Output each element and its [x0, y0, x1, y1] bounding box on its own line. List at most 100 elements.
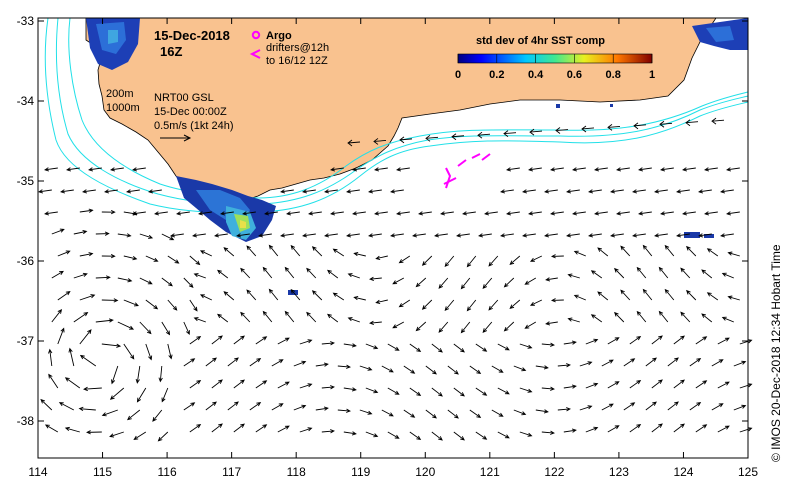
current-arrow	[509, 255, 521, 265]
current-arrow	[271, 359, 284, 367]
current-arrow	[462, 211, 476, 216]
y-tick-label: -38	[17, 414, 35, 428]
current-arrow	[695, 336, 708, 345]
current-arrow	[409, 431, 422, 441]
current-arrow	[78, 406, 96, 412]
current-arrow	[132, 211, 146, 216]
current-arrow	[475, 387, 488, 396]
current-arrow	[390, 233, 404, 238]
y-tick-label: -37	[17, 334, 35, 348]
current-arrow	[654, 233, 668, 238]
current-arrow	[315, 362, 329, 367]
current-arrow	[500, 233, 514, 238]
current-arrow	[572, 167, 586, 172]
current-arrow	[739, 339, 753, 345]
current-arrow	[434, 233, 448, 238]
current-arrow	[739, 383, 753, 389]
current-arrow	[343, 387, 357, 392]
current-arrow	[721, 316, 734, 323]
current-arrow	[199, 294, 213, 301]
x-tick-label: 121	[480, 465, 500, 479]
current-arrow	[682, 167, 696, 172]
drifter-symbol	[249, 49, 261, 59]
current-arrow	[104, 189, 118, 194]
current-arrow	[415, 277, 427, 288]
current-arrow	[44, 211, 58, 216]
current-arrow	[706, 292, 719, 301]
current-arrow	[444, 299, 455, 312]
current-arrow	[233, 423, 245, 433]
current-arrow	[240, 267, 251, 279]
current-arrow	[73, 311, 89, 323]
contour-1000m	[55, 17, 749, 206]
current-arrow	[38, 189, 52, 194]
current-arrow	[176, 211, 190, 216]
current-arrow	[82, 189, 96, 194]
current-arrow	[638, 211, 652, 216]
current-arrow	[101, 254, 116, 259]
current-arrow	[189, 423, 202, 433]
current-arrow	[374, 167, 388, 172]
current-arrow	[573, 250, 586, 257]
current-arrow	[726, 211, 740, 216]
current-arrow	[550, 298, 564, 303]
current-arrow	[503, 130, 517, 137]
current-arrow	[438, 321, 449, 333]
current-arrow	[110, 167, 124, 172]
current-arrow	[66, 167, 80, 172]
current-arrow	[685, 119, 699, 127]
current-arrow	[365, 387, 379, 394]
current-arrow	[315, 406, 329, 411]
x-tick-label: 122	[544, 465, 564, 479]
current-arrow	[585, 426, 599, 433]
current-arrow	[284, 266, 295, 279]
current-arrow	[660, 167, 674, 172]
current-arrow	[636, 310, 647, 323]
current-arrow	[220, 211, 234, 216]
sst-patches	[86, 18, 748, 295]
current-arrow	[311, 246, 323, 257]
current-arrow	[680, 311, 691, 323]
current-arrow	[293, 360, 307, 367]
current-arrow	[519, 387, 533, 393]
current-arrow	[302, 233, 316, 238]
current-arrow	[497, 431, 510, 439]
current-arrow	[425, 409, 437, 419]
current-arrow	[359, 365, 373, 371]
current-arrow	[726, 167, 740, 172]
colorbar	[457, 53, 653, 64]
current-arrow	[193, 273, 206, 279]
current-arrow	[88, 167, 102, 172]
current-arrow	[324, 189, 338, 194]
colorbar-tick-label: 0.2	[489, 69, 504, 81]
current-arrow	[581, 125, 595, 133]
current-arrow	[373, 138, 387, 145]
current-arrow	[475, 343, 488, 352]
current-arrow	[48, 373, 59, 389]
current-arrow	[567, 317, 580, 323]
current-arrow	[79, 252, 94, 257]
current-arrow	[199, 250, 213, 257]
current-arrow	[299, 383, 313, 389]
current-arrow	[343, 343, 357, 348]
current-arrow	[431, 343, 443, 353]
current-arrow	[132, 167, 146, 172]
current-arrow	[135, 365, 141, 384]
vector-scale-arrow	[160, 134, 192, 142]
current-arrow	[409, 387, 422, 397]
current-arrow	[183, 321, 190, 336]
current-arrow	[330, 211, 344, 216]
current-arrow	[73, 229, 88, 235]
current-arrow	[431, 431, 443, 441]
colorbar-tick-label: 0.4	[528, 69, 544, 81]
current-arrow	[246, 245, 257, 257]
current-arrow	[139, 321, 152, 335]
current-arrow	[353, 252, 366, 257]
current-arrow	[79, 354, 97, 367]
current-arrow	[79, 208, 94, 213]
current-arrow	[95, 318, 114, 323]
current-arrow	[620, 289, 631, 301]
current-arrow	[550, 211, 564, 216]
colorbar-tick-label: 0.8	[606, 69, 621, 81]
current-arrow	[629, 423, 642, 433]
